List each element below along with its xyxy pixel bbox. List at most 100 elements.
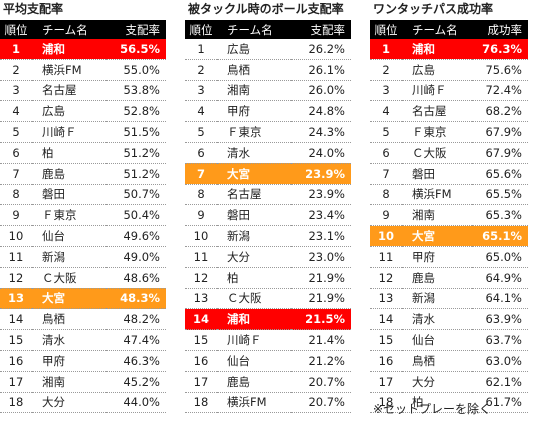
- table-body: 1 広島 26.2% 2 鳥栖 26.1% 3 湘南 26.0% 4 甲府 24.8% 5 Ｆ東京 24.3…: [185, 39, 351, 414]
- team-cell: Ｆ東京: [402, 121, 472, 143]
- rank-cell: 9: [370, 204, 402, 227]
- header-row: 順位 チーム名 支配率: [185, 20, 351, 39]
- rank-cell: 15: [370, 329, 402, 351]
- value-cell: 20.7%: [291, 392, 351, 414]
- rank-cell: 5: [185, 121, 217, 143]
- value-cell: 67.9%: [472, 121, 528, 143]
- team-cell: 大分: [32, 392, 106, 414]
- rank-cell: 14: [0, 308, 32, 331]
- table-row: 18 横浜FM 20.7%: [185, 392, 351, 414]
- table-row: 11 甲府 65.0%: [370, 246, 528, 268]
- value-cell: 65.5%: [472, 184, 528, 206]
- rank-cell: 2: [0, 59, 32, 81]
- team-cell: Ｃ大阪: [32, 267, 106, 289]
- rank-cell: 3: [370, 80, 402, 102]
- rank-cell: 12: [185, 267, 217, 289]
- team-cell: 甲府: [402, 246, 472, 268]
- ranking-table: 順位 チーム名 支配率 1 浦和 56.5% 2 横浜FM 55.0% 3 名古屋 53.8% 4…: [0, 20, 166, 414]
- table-row: 1 浦和 76.3%: [370, 39, 528, 60]
- team-cell: 仙台: [217, 350, 291, 372]
- panel-possession-when-tackled: 被タックル時のボール支配率 順位 チーム名 支配率 1 広島 26.2% 2 鳥栖 26.…: [185, 0, 351, 414]
- rank-cell: 13: [370, 288, 402, 310]
- rank-cell: 16: [185, 350, 217, 372]
- table-row: 5 Ｆ東京 67.9%: [370, 121, 528, 143]
- value-cell: 63.9%: [472, 308, 528, 331]
- rank-cell: 15: [0, 329, 32, 351]
- team-cell: 横浜FM: [402, 184, 472, 206]
- rank-cell: 6: [370, 142, 402, 164]
- value-cell: 23.4%: [291, 204, 351, 227]
- table-row: 1 広島 26.2%: [185, 39, 351, 60]
- value-cell: 76.3%: [472, 39, 528, 60]
- value-cell: 51.2%: [106, 163, 166, 185]
- team-cell: 柏: [402, 392, 472, 414]
- value-cell: 21.5%: [291, 308, 351, 331]
- value-cell: 26.0%: [291, 80, 351, 102]
- table-row: 4 甲府 24.8%: [185, 100, 351, 123]
- team-cell: 川崎Ｆ: [402, 80, 472, 102]
- value-cell: 53.8%: [106, 80, 166, 102]
- rank-cell: 7: [185, 163, 217, 185]
- table-row: 7 大宮 23.9%: [185, 163, 351, 185]
- rank-cell: 4: [185, 100, 217, 123]
- rank-cell: 11: [185, 246, 217, 268]
- rank-cell: 8: [0, 184, 32, 206]
- table-row: 13 大宮 48.3%: [0, 288, 166, 310]
- value-cell: 51.5%: [106, 121, 166, 143]
- table-row: 3 湘南 26.0%: [185, 80, 351, 102]
- team-cell: 浦和: [402, 39, 472, 60]
- rank-cell: 10: [370, 225, 402, 247]
- rank-cell: 3: [0, 80, 32, 102]
- team-cell: 浦和: [217, 308, 291, 331]
- rank-header: 順位: [185, 20, 217, 39]
- value-cell: 26.2%: [291, 39, 351, 60]
- team-cell: 甲府: [32, 350, 106, 372]
- team-cell: 新潟: [217, 225, 291, 247]
- value-cell: 56.5%: [106, 39, 166, 60]
- team-cell: 鳥栖: [217, 59, 291, 81]
- table-row: 10 仙台 49.6%: [0, 225, 166, 247]
- table-body: 1 浦和 56.5% 2 横浜FM 55.0% 3 名古屋 53.8% 4 広島 52.8% 5 川崎Ｆ 5…: [0, 39, 166, 414]
- panel-title: ワンタッチパス成功率: [373, 2, 494, 16]
- team-cell: 浦和: [32, 39, 106, 60]
- value-cell: 21.9%: [291, 267, 351, 289]
- team-cell: 横浜FM: [32, 59, 106, 81]
- rank-cell: 4: [370, 100, 402, 123]
- table-row: 14 鳥栖 48.2%: [0, 308, 166, 331]
- header-row: 順位 チーム名 支配率: [0, 20, 166, 39]
- table-row: 9 湘南 65.3%: [370, 204, 528, 227]
- rank-cell: 9: [185, 204, 217, 227]
- rank-cell: 8: [185, 184, 217, 206]
- team-cell: 湘南: [32, 371, 106, 393]
- table-body: 1 浦和 76.3% 2 広島 75.6% 3 川崎Ｆ 72.4% 4 名古屋 68.2% 5 Ｆ東京 67…: [370, 39, 528, 414]
- rank-cell: 17: [185, 371, 217, 393]
- team-cell: Ｆ東京: [217, 121, 291, 143]
- table-row: 9 Ｆ東京 50.4%: [0, 204, 166, 227]
- table-row: 4 名古屋 68.2%: [370, 100, 528, 123]
- value-cell: 49.0%: [106, 246, 166, 268]
- rank-cell: 5: [0, 121, 32, 143]
- rank-cell: 1: [0, 39, 32, 60]
- value-cell: 72.4%: [472, 80, 528, 102]
- value-cell: 65.3%: [472, 204, 528, 227]
- table-row: 6 柏 51.2%: [0, 142, 166, 164]
- value-cell: 26.1%: [291, 59, 351, 81]
- team-header: チーム名: [32, 20, 106, 39]
- value-cell: 48.3%: [106, 288, 166, 310]
- table-row: 5 川崎Ｆ 51.5%: [0, 121, 166, 143]
- value-header: 支配率: [106, 20, 166, 39]
- value-cell: 64.9%: [472, 267, 528, 289]
- ranking-table: 順位 チーム名 支配率 1 広島 26.2% 2 鳥栖 26.1% 3 湘南 26.0% 4 甲府 2…: [185, 20, 351, 414]
- rank-cell: 11: [370, 246, 402, 268]
- value-cell: 24.8%: [291, 100, 351, 123]
- team-cell: 鳥栖: [402, 350, 472, 372]
- table-row: 8 横浜FM 65.5%: [370, 184, 528, 206]
- rank-cell: 7: [0, 163, 32, 185]
- team-cell: 川崎Ｆ: [32, 121, 106, 143]
- table-row: 13 Ｃ大阪 21.9%: [185, 288, 351, 310]
- rank-cell: 11: [0, 246, 32, 268]
- value-cell: 55.0%: [106, 59, 166, 81]
- team-cell: 広島: [402, 59, 472, 81]
- table-row: 12 鹿島 64.9%: [370, 267, 528, 289]
- table-row: 17 鹿島 20.7%: [185, 371, 351, 393]
